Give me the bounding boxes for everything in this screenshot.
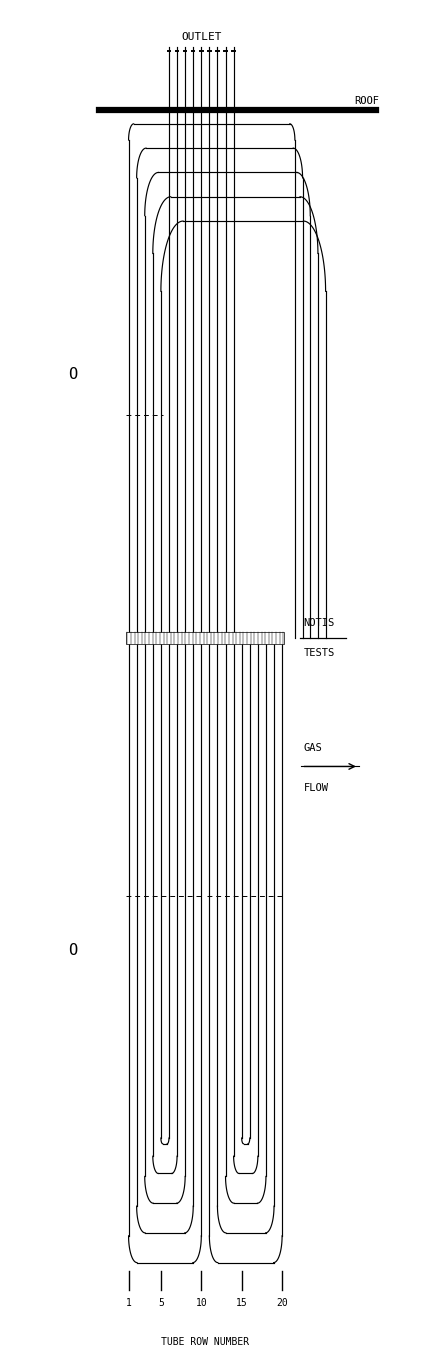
Text: O: O (69, 366, 78, 382)
Text: ROOF: ROOF (355, 96, 380, 106)
Text: 1: 1 (126, 1298, 131, 1307)
Text: 5: 5 (158, 1298, 164, 1307)
Text: TUBE ROW NUMBER: TUBE ROW NUMBER (161, 1337, 249, 1347)
Text: 15: 15 (236, 1298, 248, 1307)
Text: FLOW: FLOW (303, 782, 328, 793)
Text: 10: 10 (195, 1298, 207, 1307)
Text: OUTLET: OUTLET (181, 33, 222, 42)
Text: TESTS: TESTS (303, 648, 335, 658)
Text: 20: 20 (276, 1298, 288, 1307)
Text: O: O (69, 942, 78, 957)
Bar (127, 632, 284, 644)
Text: NOTIS: NOTIS (303, 618, 335, 628)
Text: GAS: GAS (303, 743, 322, 753)
